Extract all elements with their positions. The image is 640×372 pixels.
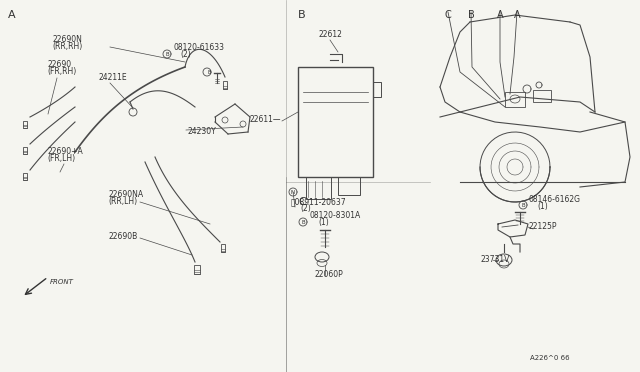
Text: ⓝ08911-20637: ⓝ08911-20637 — [291, 197, 347, 206]
Text: 22690: 22690 — [47, 60, 71, 69]
Text: 24230Y: 24230Y — [187, 127, 216, 136]
Text: (FR,RH): (FR,RH) — [47, 67, 76, 76]
Text: B: B — [298, 10, 306, 20]
Bar — [23, 121, 27, 128]
Text: (2): (2) — [180, 50, 191, 59]
Bar — [23, 147, 27, 154]
Text: 22125P: 22125P — [529, 222, 557, 231]
Text: 22690N: 22690N — [52, 35, 82, 44]
Text: B: B — [301, 219, 305, 224]
Text: 22611—: 22611— — [250, 115, 281, 124]
Text: A: A — [497, 10, 504, 20]
Bar — [23, 173, 27, 180]
Text: C: C — [445, 10, 452, 20]
Text: FRONT: FRONT — [50, 279, 74, 285]
Text: 22612: 22612 — [318, 30, 342, 39]
Text: 24211E: 24211E — [98, 73, 127, 82]
Text: A: A — [514, 10, 520, 20]
Text: B: B — [207, 70, 211, 74]
Text: (1): (1) — [318, 218, 329, 227]
Text: 22690B: 22690B — [108, 232, 137, 241]
Text: 08146-6162G: 08146-6162G — [529, 195, 581, 204]
Text: (FR,LH): (FR,LH) — [47, 154, 75, 163]
Bar — [195, 264, 200, 273]
Text: B: B — [165, 51, 169, 57]
Text: N: N — [291, 189, 295, 195]
Bar — [373, 82, 381, 97]
Text: 22690+A: 22690+A — [47, 147, 83, 156]
Text: A226^0 66: A226^0 66 — [531, 355, 570, 361]
Bar — [533, 90, 551, 102]
Bar — [298, 67, 373, 177]
Text: (RR,LH): (RR,LH) — [108, 197, 137, 206]
Text: 22690NA: 22690NA — [108, 190, 143, 199]
Text: 08120-61633: 08120-61633 — [173, 43, 224, 52]
Bar — [306, 177, 331, 199]
Bar — [223, 81, 227, 89]
Bar — [338, 177, 360, 195]
Text: B: B — [468, 10, 475, 20]
Text: B: B — [521, 202, 525, 208]
Text: (1): (1) — [537, 202, 548, 211]
Text: 22060P: 22060P — [315, 270, 344, 279]
Bar — [221, 244, 225, 252]
Text: A: A — [8, 10, 15, 20]
Text: (2): (2) — [300, 204, 311, 213]
Bar — [505, 92, 525, 107]
Text: 23731V: 23731V — [481, 255, 510, 264]
Text: 08120-8301A: 08120-8301A — [310, 211, 361, 220]
Text: C: C — [298, 197, 306, 207]
Text: (RR,RH): (RR,RH) — [52, 42, 82, 51]
